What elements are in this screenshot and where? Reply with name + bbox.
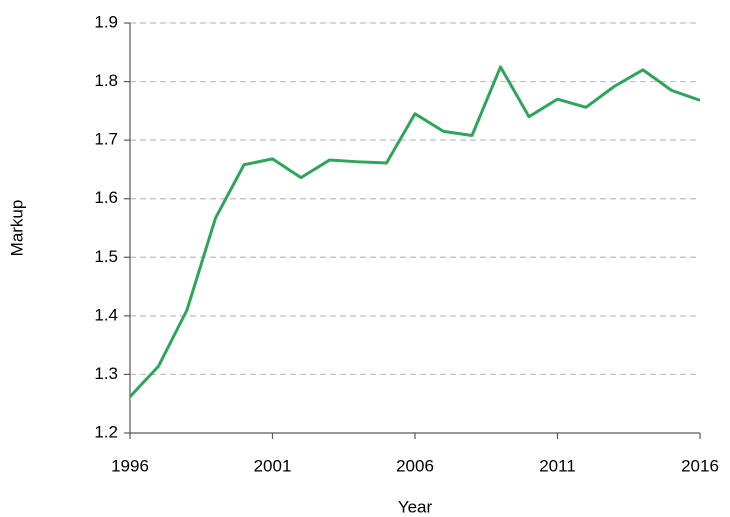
- y-tick-label: 1.9: [94, 12, 118, 31]
- x-tick-label: 2011: [539, 456, 576, 475]
- x-tick-label: 1996: [111, 456, 149, 475]
- y-axis-title: Markup: [7, 200, 26, 257]
- y-tick-label: 1.5: [94, 247, 118, 266]
- x-tick-label: 2006: [396, 456, 434, 475]
- x-tick-label: 2016: [681, 456, 719, 475]
- x-tick-label: 2001: [254, 456, 292, 475]
- y-tick-label: 1.3: [94, 364, 118, 383]
- x-axis-title: Year: [398, 497, 433, 516]
- y-tick-label: 1.6: [94, 188, 118, 207]
- y-tick-label: 1.8: [94, 71, 118, 90]
- data-line: [128, 65, 701, 398]
- y-tick-label: 1.4: [94, 305, 118, 324]
- y-tick-label: 1.2: [94, 422, 118, 441]
- y-tick-label: 1.7: [94, 130, 118, 149]
